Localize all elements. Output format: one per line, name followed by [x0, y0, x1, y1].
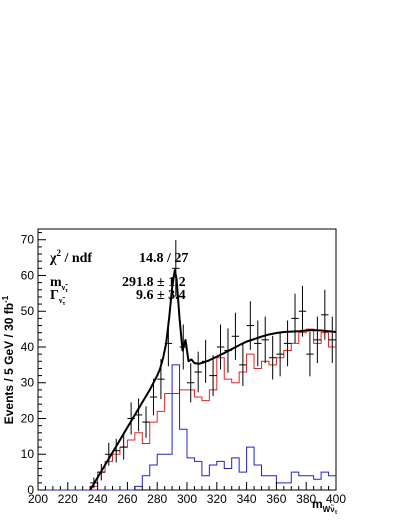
y-axis-title: Events / 5 GeV / 30 fb-1: [1, 295, 16, 424]
data-point: [313, 316, 322, 364]
data-point: [97, 463, 106, 481]
histogram-series-2: [38, 364, 336, 491]
y-tick-label: 40: [21, 340, 35, 354]
data-point: [261, 316, 269, 364]
x-tick-label: 260: [117, 492, 137, 506]
data-point: [179, 324, 187, 370]
y-tick-label: 50: [21, 304, 35, 318]
y-tick-label: 30: [21, 376, 35, 390]
mass-value: 291.8 ± 1.2: [122, 275, 186, 290]
chi2-label: χ2 / ndf: [49, 248, 92, 266]
y-tick-label: 20: [21, 411, 35, 425]
x-tick-label: 280: [147, 492, 167, 506]
fit-stats: χ2 / ndf 14.8 / 27 mν̃τ 291.8 ± 1.2 Γν̃τ…: [49, 248, 188, 307]
data-point: [187, 363, 195, 403]
axes-layer: 200 220 240 260 280 300 320 340 360 380 400 0 10 20 30…: [21, 232, 346, 506]
data-point: [239, 343, 247, 386]
y-tick-label: 60: [21, 268, 35, 282]
x-tick-label: 240: [88, 492, 108, 506]
x-tick-label: 320: [207, 492, 227, 506]
y-tick-label: 0: [27, 483, 34, 497]
data-point: [90, 477, 98, 489]
data-point: [209, 355, 217, 396]
x-tick-label: 360: [266, 492, 286, 506]
data-point: [224, 328, 232, 373]
data-point: [254, 320, 262, 367]
data-point: [134, 398, 143, 432]
x-tick-label: 300: [177, 492, 197, 506]
data-point: [157, 359, 165, 400]
x-tick-label: 200: [28, 492, 48, 506]
data-point: [112, 438, 120, 463]
chi2-value: 14.8 / 27: [139, 251, 188, 266]
data-point: [231, 312, 240, 360]
data-point: [119, 434, 128, 460]
x-tick-label: 220: [58, 492, 78, 506]
data-point: [194, 351, 202, 393]
width-value: 9.6 ± 3.4: [136, 288, 186, 303]
x-tick-label: 400: [326, 492, 346, 506]
data-point: [321, 289, 329, 340]
data-point: [246, 301, 255, 350]
data-point: [105, 442, 113, 466]
data-point: [164, 320, 173, 367]
data-point: [142, 406, 150, 438]
data-point: [268, 335, 277, 380]
data-point: [298, 285, 307, 337]
data-point: [216, 324, 225, 370]
data-points-layer: [90, 240, 336, 489]
data-point: [201, 339, 210, 383]
data-point: [283, 320, 292, 367]
data-point: [306, 331, 314, 377]
data-point: [328, 316, 336, 364]
data-point: [276, 331, 284, 377]
data-point: [291, 293, 299, 344]
fit-curve: [89, 269, 337, 491]
x-axis-title: mWν̃τ: [312, 497, 338, 516]
y-tick-label: 70: [21, 233, 35, 247]
x-tick-label: 340: [237, 492, 257, 506]
mass-label: mν̃τ: [50, 275, 68, 294]
x-tick-label: 380: [296, 492, 316, 506]
data-point: [149, 378, 158, 416]
data-point: [127, 402, 135, 435]
y-tick-label: 10: [21, 447, 35, 461]
data-point: [172, 240, 180, 297]
fit-curve-layer: [89, 269, 337, 491]
width-label: Γν̃τ: [50, 288, 66, 307]
